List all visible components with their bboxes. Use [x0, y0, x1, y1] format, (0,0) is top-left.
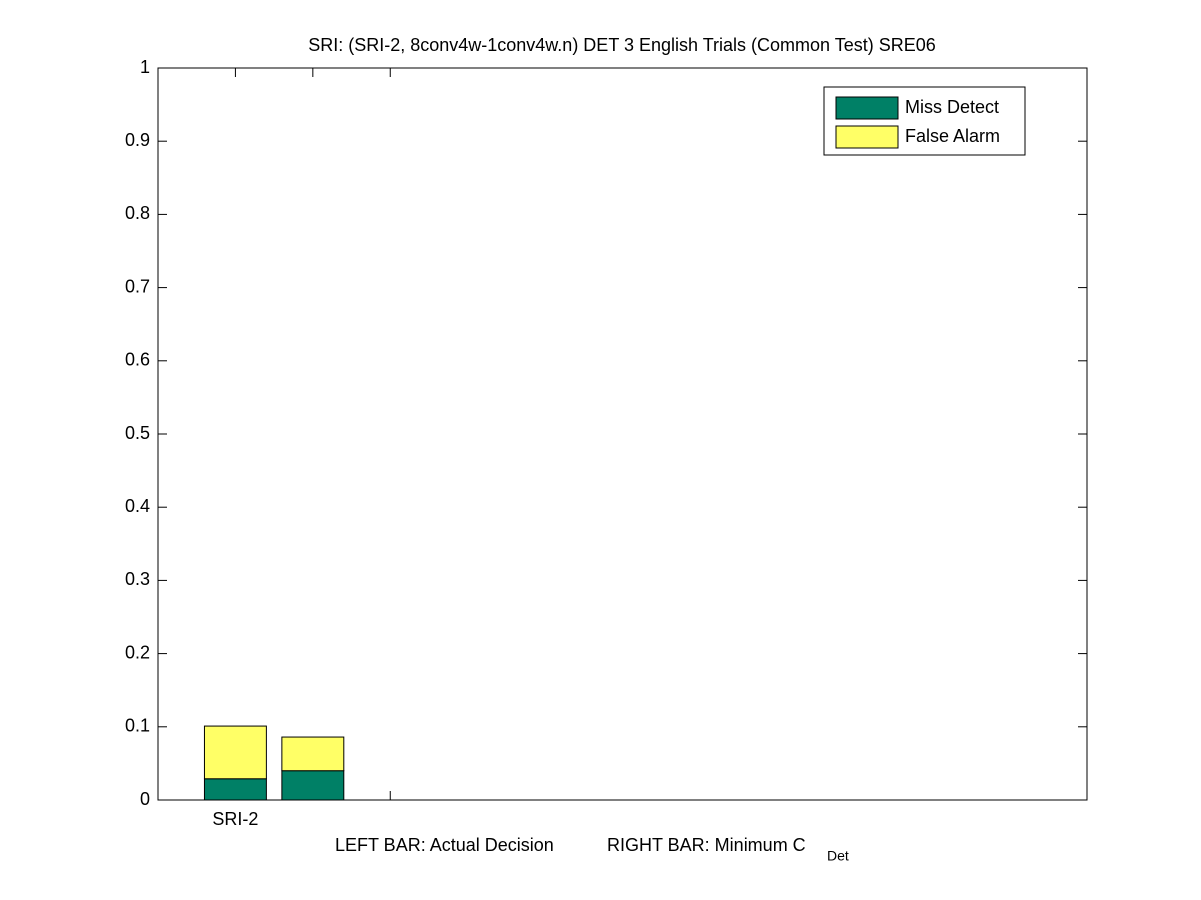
y-tick-label: 0.4	[125, 496, 150, 516]
y-tick-label: 0.5	[125, 423, 150, 443]
y-tick-label: 0	[140, 789, 150, 809]
x-axis-label: LEFT BAR: Actual Decision	[335, 835, 554, 855]
y-tick-label: 0.9	[125, 130, 150, 150]
bar-segment	[281, 736, 345, 772]
legend-label: Miss Detect	[905, 97, 999, 117]
y-tick-label: 0.7	[125, 276, 150, 296]
x-tick-label: SRI-2	[212, 809, 258, 829]
bar-segment	[203, 725, 267, 780]
y-tick-label: 0.1	[125, 716, 150, 736]
chart-title: SRI: (SRI-2, 8conv4w-1conv4w.n) DET 3 En…	[308, 35, 936, 55]
legend-swatch	[835, 96, 899, 120]
bar-segment	[203, 778, 267, 801]
y-tick-label: 0.8	[125, 203, 150, 223]
bar-segment	[281, 770, 345, 801]
legend-label: False Alarm	[905, 126, 1000, 146]
x-axis-label-subscript: Det	[827, 848, 849, 864]
x-axis-label: RIGHT BAR: Minimum C	[607, 835, 806, 855]
y-tick-label: 1	[140, 57, 150, 77]
y-tick-label: 0.3	[125, 569, 150, 589]
legend-swatch	[835, 125, 899, 149]
y-tick-label: 0.2	[125, 642, 150, 662]
y-tick-label: 0.6	[125, 350, 150, 370]
